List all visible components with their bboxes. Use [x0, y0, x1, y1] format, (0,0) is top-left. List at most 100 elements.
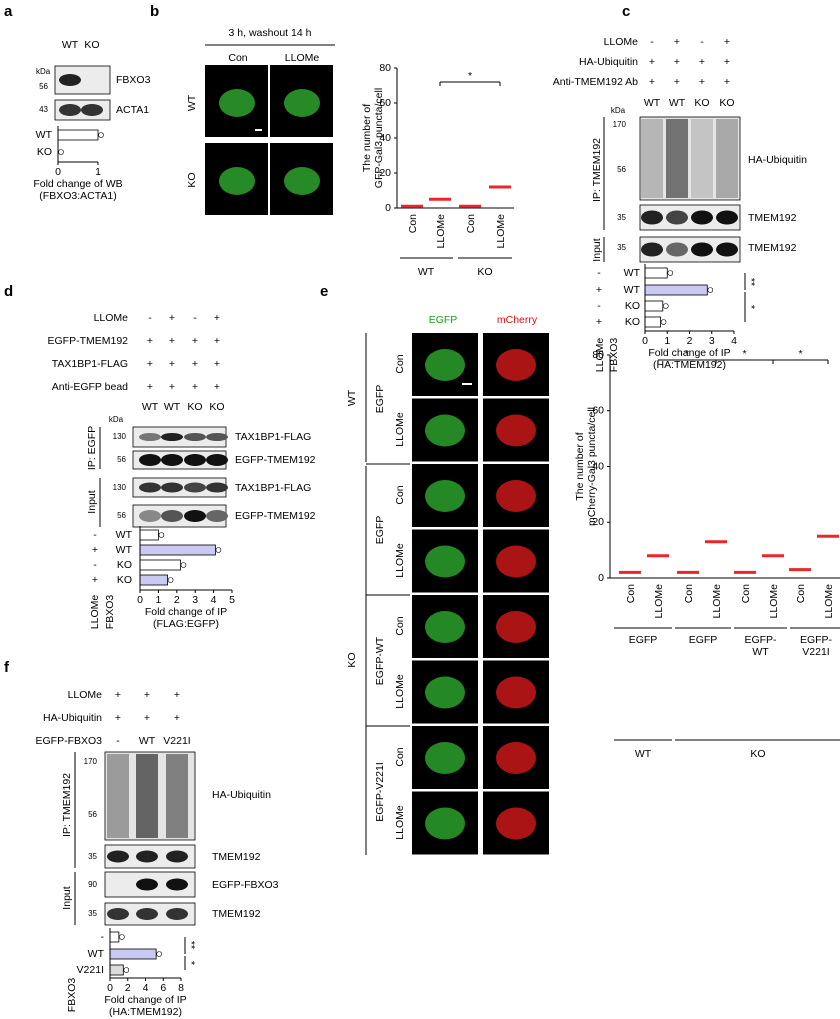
label: mCherry [497, 314, 538, 326]
label: WT [752, 646, 769, 658]
cell [284, 89, 320, 117]
band [666, 242, 688, 257]
label: Con [394, 354, 406, 373]
label: IP: EGFP [86, 426, 98, 470]
label: Con [394, 616, 406, 635]
axis-title: GFP-Gal3 puncta/cell [373, 88, 385, 188]
bar [109, 948, 157, 960]
label: 35 [88, 852, 97, 861]
label: + [724, 76, 730, 88]
label: FBXO3 [608, 338, 620, 373]
cell [496, 480, 536, 512]
label: 35 [617, 213, 626, 222]
label: + [169, 312, 175, 324]
label: + [169, 358, 175, 370]
x-tick-label: Con [465, 214, 477, 233]
label: WT [36, 129, 53, 141]
label: + [147, 381, 153, 393]
y-tick-label: 40 [379, 132, 391, 144]
label: - [597, 300, 601, 312]
axis-title: (FBXO3:ACTA1) [39, 190, 116, 202]
label: + [214, 312, 220, 324]
label: LLOMe [604, 36, 639, 48]
label: IP: TMEM192 [591, 138, 603, 202]
bar [644, 316, 661, 328]
label: + [192, 358, 198, 370]
point [180, 562, 187, 568]
label: WT [88, 948, 105, 960]
x-tick-label: Con [740, 584, 752, 603]
label: EGFP [429, 314, 458, 326]
label: LLOMe [89, 595, 101, 630]
label: EGFP [374, 516, 386, 545]
label: + [115, 712, 121, 724]
label: - [93, 559, 97, 571]
band [716, 242, 738, 257]
axis-title: The number of [574, 432, 586, 500]
x-tick-label: LLOMe [435, 214, 447, 249]
label: + [674, 36, 680, 48]
band [184, 482, 206, 493]
label: + [674, 76, 680, 88]
label: LLOMe [394, 805, 406, 840]
band [139, 482, 161, 493]
smear [641, 119, 663, 198]
label: KO [694, 97, 709, 109]
label: KO [187, 401, 202, 413]
point [98, 132, 104, 138]
y-tick-label: 0 [598, 572, 604, 584]
cell [425, 676, 465, 709]
label: EGFP-WT [374, 636, 386, 685]
label: WT [624, 267, 641, 279]
band [184, 454, 206, 466]
cell [496, 807, 536, 840]
label: - [193, 312, 197, 324]
label: + [724, 36, 730, 48]
label: Input [61, 886, 73, 909]
label: - [148, 312, 152, 324]
label: KO [719, 97, 734, 109]
label: EGFP [374, 385, 386, 414]
x-tick-label: 1 [155, 594, 161, 606]
point [119, 934, 125, 940]
x-tick-label: Con [407, 214, 419, 233]
bar [109, 964, 124, 976]
lane: KO [84, 39, 99, 51]
x-tick-label: 6 [160, 982, 166, 994]
label: + [192, 335, 198, 347]
cell [496, 676, 536, 709]
label: FBXO3 [104, 595, 116, 630]
label: - [650, 36, 654, 48]
label: 170 [613, 120, 627, 129]
x-tick-label: 1 [664, 335, 670, 347]
label: 130 [113, 432, 127, 441]
label: KO [117, 559, 132, 571]
axis-title: Fold change of IP [104, 994, 186, 1006]
band [206, 482, 228, 493]
label: V221I [802, 646, 829, 658]
bar [139, 559, 181, 571]
bar [109, 931, 120, 943]
x-tick-label: Con [683, 584, 695, 603]
label: + [596, 316, 602, 328]
bar [139, 529, 159, 541]
label: + [169, 335, 175, 347]
label: EGFP [689, 634, 718, 646]
label: WT [139, 735, 156, 747]
x-tick-label: 4 [211, 594, 217, 606]
cell [496, 611, 536, 643]
x-tick-label: 0 [137, 594, 143, 606]
label: KO [346, 652, 358, 667]
label: HA-Ubiquitin [43, 712, 102, 724]
label: + [147, 358, 153, 370]
label: + [674, 56, 680, 68]
label: LLOMe [394, 412, 406, 447]
label: KO [37, 146, 52, 158]
band [206, 433, 228, 441]
label: IP: TMEM192 [61, 773, 73, 837]
bar [644, 300, 664, 312]
label: + [214, 381, 220, 393]
label: EGFP- [744, 634, 777, 646]
label: + [596, 284, 602, 296]
